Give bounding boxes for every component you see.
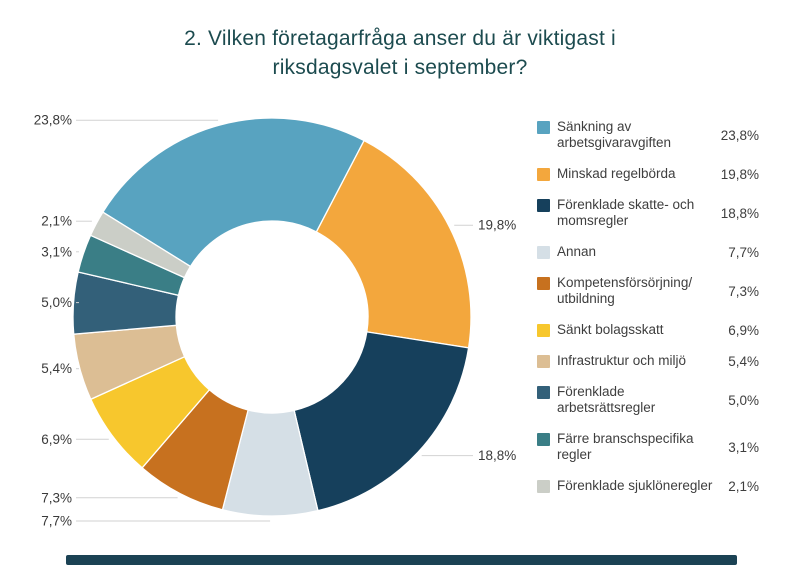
legend-item-value: 6,9% — [728, 322, 759, 338]
legend-item-4: Kompetensförsörjning/utbildning 7,3% — [537, 275, 759, 307]
legend-item-value: 18,8% — [720, 205, 759, 221]
pie-slice-9 — [89, 211, 192, 279]
percent-label-1: 19,8% — [478, 218, 516, 233]
legend-swatch-5 — [537, 324, 550, 337]
percent-label-2: 18,8% — [478, 448, 516, 463]
legend-item-label: Annan — [557, 244, 597, 259]
legend-item-value: 5,0% — [728, 392, 759, 408]
legend-item-label: Sänkt bolagsskatt — [557, 322, 664, 337]
legend-item-label: Förenklade skatte- och momsregler — [557, 197, 695, 228]
percent-label-6: 5,4% — [41, 361, 72, 376]
legend-swatch-8 — [537, 433, 550, 446]
percent-label-5: 6,9% — [41, 432, 72, 447]
percent-label-0: 23,8% — [34, 113, 72, 128]
legend-item-label: Infrastruktur och miljö — [557, 353, 687, 368]
legend-item-label: Färre branschspecifika regler — [557, 431, 694, 462]
legend-item-label: Sänkning av arbetsgivaravgiften — [557, 119, 672, 150]
percent-label-9: 2,1% — [41, 214, 72, 229]
legend-item-label: Förenklade sjuklöneregler — [557, 478, 713, 493]
legend-swatch-0 — [537, 121, 550, 134]
legend-item-value: 23,8% — [720, 127, 759, 143]
legend-swatch-2 — [537, 199, 550, 212]
legend-item-3: Annan 7,7% — [537, 244, 759, 260]
legend-item-value: 7,3% — [728, 283, 759, 299]
pie-slice-0 — [101, 117, 365, 268]
legend-item-2: Förenklade skatte- och momsregler 18,8% — [537, 197, 759, 229]
legend-item-value: 7,7% — [728, 244, 759, 260]
legend-swatch-7 — [537, 386, 550, 399]
legend-swatch-9 — [537, 480, 550, 493]
legend: Sänkning av arbetsgivaravgiften 23,8% Minsk… — [537, 119, 759, 509]
legend-item-5: Sänkt bolagsskatt 6,9% — [537, 322, 759, 338]
legend-swatch-3 — [537, 246, 550, 259]
legend-item-7: Förenklade arbetsrättsregler 5,0% — [537, 384, 759, 416]
percent-label-4: 7,3% — [41, 490, 72, 505]
chart-title-line1: 2. Vilken företagarfråga anser du är vik… — [184, 27, 616, 50]
percent-label-8: 3,1% — [41, 244, 72, 259]
chart-title-line2: riksdagsvalet i september? — [272, 56, 528, 79]
legend-item-1: Minskad regelbörda 19,8% — [537, 166, 759, 182]
legend-item-label: Kompetensförsörjning/utbildning — [557, 275, 693, 306]
legend-item-value: 5,4% — [728, 353, 759, 369]
percent-label-7: 5,0% — [41, 295, 72, 310]
legend-swatch-1 — [537, 168, 550, 181]
legend-item-6: Infrastruktur och miljö 5,4% — [537, 353, 759, 369]
legend-swatch-4 — [537, 277, 550, 290]
legend-item-label: Förenklade arbetsrättsregler — [557, 384, 656, 415]
legend-item-value: 2,1% — [728, 478, 759, 494]
percent-label-3: 7,7% — [41, 514, 72, 529]
legend-item-8: Färre branschspecifika regler 3,1% — [537, 431, 759, 463]
footer-bar — [66, 555, 737, 565]
legend-item-9: Förenklade sjuklöneregler 2,1% — [537, 478, 759, 494]
legend-item-0: Sänkning av arbetsgivaravgiften 23,8% — [537, 119, 759, 151]
legend-swatch-6 — [537, 355, 550, 368]
pie-slice-2 — [293, 331, 470, 512]
chart-title: 2. Vilken företagarfråga anser du är vik… — [0, 24, 800, 82]
legend-item-value: 19,8% — [720, 166, 759, 182]
legend-item-value: 3,1% — [728, 439, 759, 455]
legend-item-label: Minskad regelbörda — [557, 166, 676, 181]
pie-slice-1 — [315, 139, 472, 349]
